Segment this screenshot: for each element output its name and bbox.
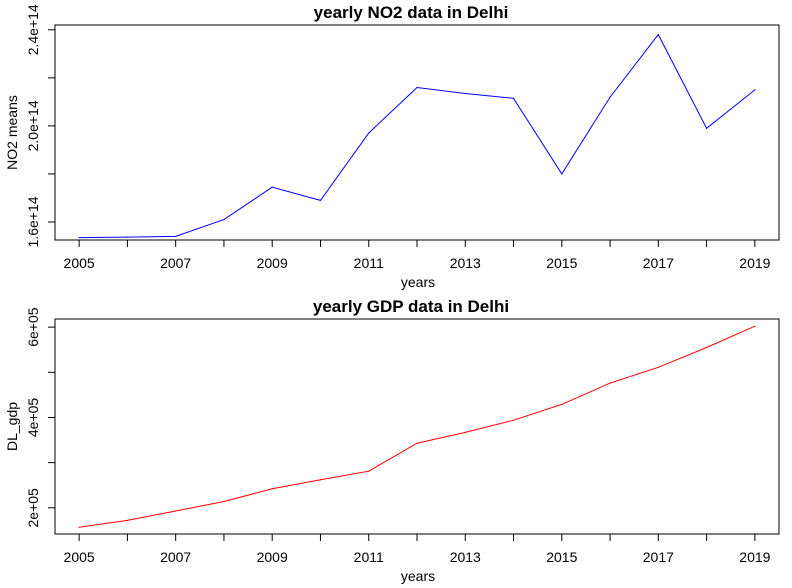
data-point bbox=[561, 173, 563, 175]
data-point bbox=[754, 325, 756, 327]
chart-title: yearly NO2 data in Delhi bbox=[314, 3, 509, 22]
x-tick-label: 2017 bbox=[643, 549, 674, 565]
x-tick-label: 2013 bbox=[450, 549, 481, 565]
x-tick-label: 2005 bbox=[64, 549, 95, 565]
x-tick-label: 2011 bbox=[354, 255, 384, 271]
x-tick-label: 2007 bbox=[160, 255, 191, 271]
data-point bbox=[319, 479, 322, 481]
y-tick-label: 4e+05 bbox=[25, 398, 41, 438]
y-tick-label: 2.0e+14 bbox=[25, 100, 41, 151]
data-point bbox=[368, 470, 370, 472]
x-tick-label: 2009 bbox=[257, 255, 288, 271]
data-point bbox=[512, 97, 515, 99]
data-point bbox=[78, 526, 80, 528]
x-tick-label: 2007 bbox=[160, 549, 191, 565]
data-point bbox=[126, 519, 128, 522]
series-line bbox=[79, 325, 756, 528]
data-point bbox=[319, 199, 322, 201]
data-point bbox=[126, 236, 128, 238]
data-point bbox=[754, 89, 756, 91]
data-point bbox=[609, 96, 611, 98]
data-point bbox=[223, 500, 225, 503]
data-point bbox=[657, 366, 659, 368]
x-tick-label: 2015 bbox=[546, 255, 577, 271]
data-point bbox=[464, 431, 466, 433]
y-axis-label: NO2 means bbox=[4, 95, 20, 170]
series-line bbox=[79, 33, 756, 239]
y-tick-label: 1.6e+14 bbox=[25, 196, 41, 247]
x-tick-label: 2013 bbox=[450, 255, 481, 271]
data-point bbox=[271, 488, 273, 490]
x-tick-label: 2017 bbox=[643, 255, 674, 271]
data-point bbox=[561, 403, 563, 405]
data-point bbox=[706, 127, 708, 129]
x-tick-label: 2019 bbox=[739, 549, 770, 565]
data-point bbox=[223, 218, 225, 221]
y-tick-label: 2e+05 bbox=[25, 488, 41, 528]
x-tick-label: 2019 bbox=[739, 255, 770, 271]
x-tick-label: 2005 bbox=[64, 255, 95, 271]
plot-frame bbox=[54, 318, 780, 535]
chart-title: yearly GDP data in Delhi bbox=[313, 297, 509, 316]
data-point bbox=[706, 346, 708, 349]
x-tick-label: 2009 bbox=[257, 549, 288, 565]
data-point bbox=[416, 442, 418, 444]
data-point bbox=[175, 510, 177, 512]
data-point bbox=[657, 34, 659, 36]
data-point bbox=[271, 186, 273, 188]
data-point bbox=[368, 132, 370, 134]
x-axis-label: years bbox=[401, 274, 435, 290]
y-tick-label: 2.4e+14 bbox=[25, 4, 41, 55]
y-axis-label: DL_gdp bbox=[4, 402, 20, 451]
data-point bbox=[464, 92, 466, 95]
data-point bbox=[78, 236, 80, 239]
x-tick-label: 2015 bbox=[546, 549, 577, 565]
data-point bbox=[609, 382, 611, 384]
x-axis-label: years bbox=[401, 568, 435, 584]
data-point bbox=[416, 86, 418, 89]
x-tick-label: 2011 bbox=[354, 549, 384, 565]
y-tick-label: 6e+05 bbox=[25, 307, 41, 347]
data-point bbox=[512, 419, 515, 421]
data-point bbox=[175, 235, 177, 237]
